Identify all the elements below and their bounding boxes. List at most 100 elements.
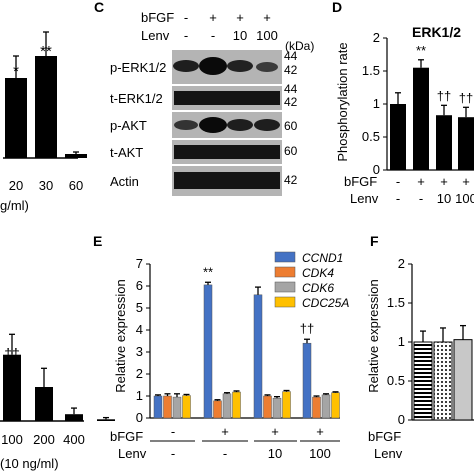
blot-band (174, 172, 280, 189)
panel-e-bar (312, 396, 321, 419)
panel-d-y-tick-label: 1 (373, 96, 380, 111)
panel-d-lenv-cell: 10 (437, 191, 451, 206)
panel-e-bar (253, 294, 263, 419)
panel-e-lenv-cell: - (171, 446, 175, 461)
panel-e-lenv-cell: - (223, 446, 227, 461)
blot-band (227, 119, 253, 131)
panel-e-bar (302, 342, 312, 419)
panel-e-y-tick-label: 4 (136, 322, 143, 337)
blot-size-marker: 44 (284, 49, 298, 63)
panel-d-y-tick-label: 2 (373, 30, 380, 45)
panel-e-y-tick-label: 5 (136, 300, 143, 315)
panel-c-bfgf-cell: + (263, 10, 271, 25)
panel-b-bar (3, 354, 21, 421)
blot-size-marker: 60 (284, 119, 298, 133)
panel-e-bar (163, 395, 172, 419)
panel-b-bar (35, 387, 53, 421)
panel-a-bar (65, 154, 87, 158)
panel-a-bar (35, 56, 57, 158)
panel-e-bar (222, 393, 232, 419)
legend-swatch (274, 251, 296, 263)
panel-a-tick: 20 (9, 178, 23, 193)
panel-d-bar (458, 117, 474, 170)
panel-b-partial: †† 100 200 400 (10 ng/ml) (0, 333, 115, 471)
blot-band (227, 60, 253, 72)
panel-f-label: F (370, 233, 379, 249)
panel-e-label: E (93, 233, 102, 249)
blot-band (174, 120, 198, 130)
legend-label: CCND1 (302, 251, 343, 265)
panel-c-lenv-cell: 10 (233, 28, 247, 43)
panel-c-label: C (94, 0, 104, 15)
blot-size-marker: 60 (284, 144, 298, 158)
panel-d-lenv-label: Lenv (350, 191, 379, 206)
panel-e-lenv-label: Lenv (118, 446, 147, 461)
blot-band (173, 60, 199, 72)
panel-e-bar (213, 400, 222, 419)
panel-e-bar (153, 395, 163, 419)
legend-label: CDK6 (302, 281, 334, 295)
panel-d-bar (413, 67, 429, 170)
panel-f-ylabel: Relative expression (366, 279, 381, 392)
legend-label: CDC25A (302, 296, 349, 310)
panel-d-sig: †† (437, 88, 451, 103)
panel-b-tick: 100 (1, 432, 23, 447)
blot-actin-label: Actin (110, 174, 139, 189)
panel-e-bfgf-cell: + (271, 424, 279, 439)
panel-d-bfgf-cell: + (440, 174, 448, 189)
panel-c-bfgf-cell: + (236, 10, 244, 25)
panel-c-bfgf-label: bFGF (141, 10, 174, 25)
panel-d-ylabel: Phosphorylation rate (335, 42, 350, 161)
panel-e-bfgf-cell: - (171, 424, 175, 439)
panel-e-bar (321, 394, 331, 419)
panel-f-bar (453, 339, 473, 421)
panel-e-bfgf-cell: + (221, 424, 229, 439)
panel-e-bar (172, 396, 182, 419)
panel-e-bfgf-label: bFGF (110, 429, 143, 444)
panel-e-y-tick-label: 0 (136, 410, 143, 425)
panel-b-bar (65, 414, 83, 421)
panel-f-y-tick-label: 0 (398, 412, 405, 427)
blot-band (174, 145, 280, 159)
panel-d-bfgf-cell: + (462, 174, 470, 189)
panel-e-y-tick-label: 6 (136, 278, 143, 293)
panel-d-label: D (332, 0, 342, 15)
legend-swatch (274, 296, 296, 308)
panel-d-y-tick-label: 0.5 (362, 129, 380, 144)
panel-b-sig: †† (4, 345, 20, 361)
panel-d-bfgf-cell: + (417, 174, 425, 189)
panel-f-partial: F Relative expression 0 0.5 1 1.5 2 bFGF Len… (366, 233, 474, 461)
panel-d-lenv-cell: - (396, 191, 400, 206)
panel-d-lenv-cell: 100 (455, 191, 474, 206)
panel-e-bar (282, 391, 291, 419)
panel-f-y-tick-label: 2 (398, 256, 405, 271)
panel-e-bfgf-cell: + (316, 424, 324, 439)
panel-e-bar (182, 395, 191, 419)
panel-e-bar (203, 284, 213, 419)
panel-e-y-tick-label: 7 (136, 256, 143, 271)
panel-a-bar (5, 78, 27, 158)
panel-e-lenv-cell: 10 (268, 446, 282, 461)
panel-e-sig: †† (300, 321, 314, 336)
panel-e-ylabel: Relative expression (113, 279, 128, 392)
panel-d-sig: †† (459, 90, 473, 105)
blot-size-marker: 44 (284, 82, 298, 96)
panel-c-bfgf-cell: + (209, 10, 217, 25)
blot-p-akt-label: p-AKT (110, 118, 147, 133)
panel-f-y-tick-label: 1.5 (387, 295, 405, 310)
panel-f-y-tick-label: 1 (398, 334, 405, 349)
blot-band (199, 57, 227, 75)
panel-f-lenv-label: Lenv (374, 446, 403, 461)
panel-f-y-tick-label: 0.5 (387, 373, 405, 388)
legend-swatch (274, 266, 296, 278)
legend-swatch (274, 281, 296, 293)
panel-b-bar (97, 419, 115, 421)
panel-d-lenv-cell: - (419, 191, 423, 206)
blot-size-marker: 42 (284, 63, 298, 77)
blot-t-akt-label: t-AKT (110, 145, 143, 160)
panel-e-y-tick-label: 1 (136, 388, 143, 403)
blot-band (174, 91, 280, 105)
panel-e-y-tick-label: 3 (136, 344, 143, 359)
panel-d-y-tick-label: 1.5 (362, 63, 380, 78)
